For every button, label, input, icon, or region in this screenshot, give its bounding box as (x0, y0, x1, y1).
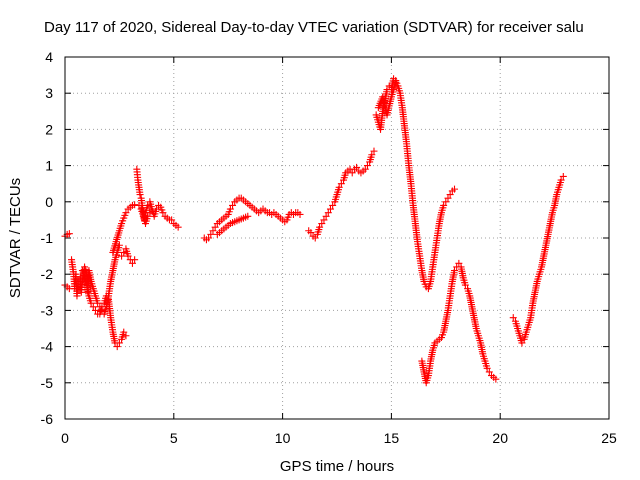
data-point (461, 281, 469, 289)
data-point (226, 205, 234, 213)
data-point (316, 223, 324, 231)
y-tick-labels: -6 -5 -4 -3 -2 -1 0 1 2 3 4 (41, 49, 54, 427)
data-point (136, 191, 144, 199)
data-point (205, 234, 213, 242)
y-tick-label: 0 (45, 194, 53, 210)
data-point (102, 292, 110, 300)
data-point (509, 314, 517, 322)
x-tick-labels: 0 5 10 15 20 25 (61, 430, 617, 446)
data-point (229, 201, 237, 209)
y-tick-label: 1 (45, 158, 53, 174)
y-tick-label: 3 (45, 85, 53, 101)
data-point (168, 216, 176, 224)
y-tick-label: -1 (41, 230, 54, 246)
data-point (152, 205, 160, 213)
data-point (451, 267, 459, 275)
data-point (557, 176, 565, 184)
data-point (370, 147, 378, 155)
grid-lines (65, 57, 609, 419)
data-point (296, 210, 304, 218)
data-point (311, 234, 319, 242)
x-tick-label: 15 (384, 430, 400, 446)
data-series (61, 75, 567, 387)
data-point (94, 299, 102, 307)
y-axis-label: SDTVAR / TECUs (7, 178, 24, 298)
data-point (87, 299, 95, 307)
data-point (115, 339, 123, 347)
data-point (91, 306, 99, 314)
data-point (207, 230, 215, 238)
data-point (518, 339, 526, 347)
x-tick-label: 0 (61, 430, 69, 446)
data-point (131, 256, 139, 264)
y-tick-label: 2 (45, 121, 53, 137)
data-point (120, 328, 128, 336)
data-point (128, 259, 136, 267)
data-point (144, 212, 152, 220)
data-point (174, 223, 182, 231)
data-point (324, 209, 332, 217)
data-point (353, 163, 361, 171)
x-tick-label: 25 (601, 430, 617, 446)
data-point (318, 220, 326, 228)
data-point (440, 201, 448, 209)
x-axis-label: GPS time / hours (280, 458, 394, 475)
data-point (131, 201, 139, 209)
x-tick-label: 20 (492, 430, 508, 446)
data-point (135, 201, 143, 209)
data-point (211, 223, 219, 231)
data-point (368, 151, 376, 159)
data-point (348, 169, 356, 177)
data-point (122, 209, 130, 217)
data-point (329, 201, 337, 209)
y-tick-label: -6 (41, 411, 54, 427)
data-point (455, 259, 463, 267)
data-point (444, 194, 452, 202)
chart-title: Day 117 of 2020, Sidereal Day-to-day VTE… (44, 19, 584, 36)
data-point (113, 343, 121, 351)
data-point (361, 165, 369, 173)
data-point (442, 198, 450, 206)
data-point (122, 332, 130, 340)
y-tick-label: -4 (41, 339, 54, 355)
data-point (337, 180, 345, 188)
data-point (120, 248, 128, 256)
data-point (244, 212, 252, 220)
data-point (118, 252, 126, 260)
data-point (392, 78, 400, 86)
data-point (159, 209, 167, 217)
data-point (446, 191, 454, 199)
data-point (115, 241, 123, 249)
x-tick-label: 10 (275, 430, 291, 446)
data-point (320, 216, 328, 224)
data-point (483, 364, 491, 372)
data-point (559, 172, 567, 180)
data-point (209, 227, 217, 235)
data-point (492, 375, 500, 383)
data-point (322, 212, 330, 220)
data-point (307, 229, 315, 237)
y-tick-label: -5 (41, 375, 54, 391)
y-tick-label: -2 (41, 266, 54, 282)
data-point (485, 368, 493, 376)
y-tick-label: -3 (41, 302, 54, 318)
data-point (148, 207, 156, 215)
data-point (335, 183, 343, 191)
data-point (451, 185, 459, 193)
y-tick-label: 4 (45, 49, 53, 65)
plot-frame (64, 56, 610, 420)
data-point (144, 201, 152, 209)
data-point (124, 252, 132, 260)
data-point (326, 205, 334, 213)
x-tick-label: 5 (170, 430, 178, 446)
data-point (89, 303, 97, 311)
data-point (65, 230, 73, 238)
data-point (98, 303, 106, 311)
data-point (363, 162, 371, 170)
